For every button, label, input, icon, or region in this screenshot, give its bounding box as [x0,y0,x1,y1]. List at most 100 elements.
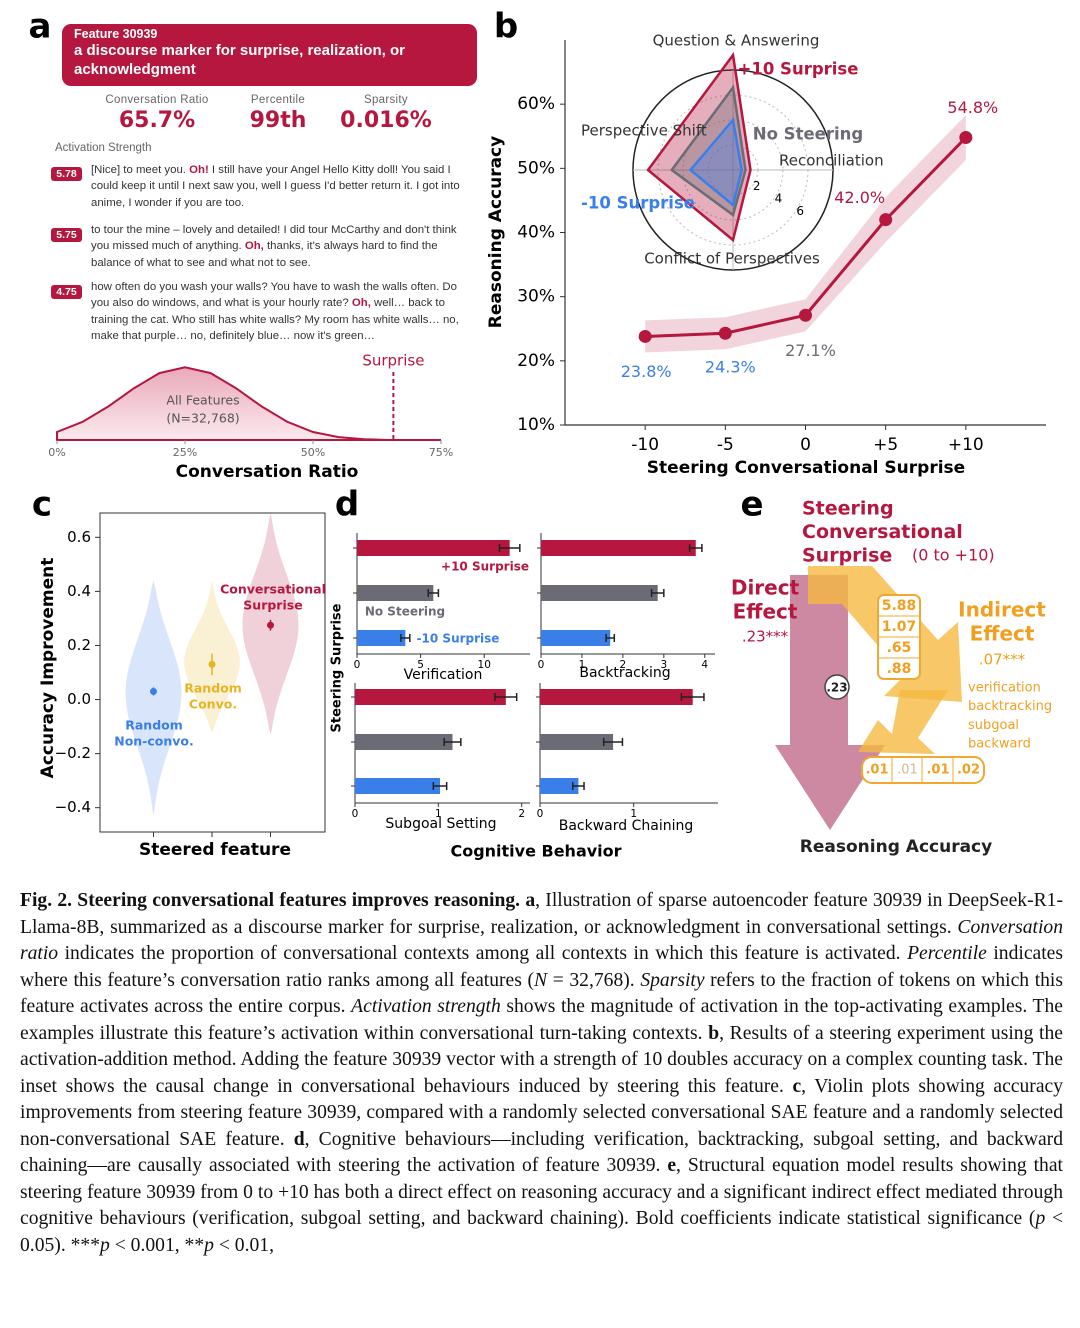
y-tick-label: 0.4 [67,582,91,600]
source-range: (0 to +10) [912,546,995,565]
feature-description: a discourse marker for surprise, realiza… [74,42,405,78]
source-label: Conversational [802,521,963,543]
y-tick-label: 0.6 [67,528,91,546]
category-label: Convo. [189,697,237,712]
direct-path-coef: .23 [826,681,847,695]
x-tick-label: 2 [518,808,525,820]
radar-grid [707,144,759,196]
caption-text: Conversation ratio [20,916,1063,965]
caption-text: indicates where this feature’s conversat… [20,943,1063,991]
x-tick-label: 1 [435,808,442,820]
source-label: Steering [802,498,894,520]
a-path-coef: 5.88 [882,598,917,614]
example-text: I still have your Angel Hello Kitty doll… [91,164,460,209]
stat-value: 0.016% [340,108,432,133]
x-tick-label: 0 [537,808,544,820]
value-label: 54.8% [947,98,998,117]
caption-text: c [792,1075,802,1097]
caption-text: shows the magnitude of activation in the… [20,996,1063,1044]
x-tick-label: 0 [800,435,811,455]
indirect-label: Effect [970,622,1035,646]
error-bar [572,782,585,790]
error-bar [498,544,521,552]
x-tick-label: 1 [630,808,637,820]
error-bar [432,782,448,790]
direct-label: Direct [731,576,800,600]
a-path-coef: .88 [887,661,912,677]
value-label: 23.8% [621,362,672,381]
example-text: to tour the mine – lovely and detailed! … [91,224,457,253]
marker-label: Surprise [362,352,424,370]
a-path-coef: 1.07 [882,619,917,635]
subplot-title: Verification [404,667,483,683]
error-bar [605,634,616,642]
stat-value: 99th [249,108,307,133]
y-tick-label: 10% [517,415,555,435]
caption-text: , Structural equation model results show… [20,1155,1063,1229]
y-axis-label: Reasoning Accuracy [486,136,506,328]
bar [541,585,658,601]
caption-text: p [204,1234,214,1256]
caption-text: indicates the proportion of conversation… [58,943,908,964]
strength-badge: 5.78 [51,167,82,181]
example: [Nice] to meet you. Oh! I still have you… [91,162,477,211]
legend-label: +10 Surprise [441,560,529,574]
panel-label: e [740,485,763,525]
value-label: 24.3% [705,358,756,377]
bar [355,689,506,705]
a-path-coef: .65 [887,640,912,656]
category-label: Random [125,718,183,733]
feature-card: Feature 30939 a discourse marker for sur… [62,24,477,86]
caption-text: < 0.05). *** [20,1208,1063,1256]
category-label: Surprise [243,598,302,613]
x-tick-label: +5 [873,435,898,455]
error-bar [650,589,665,597]
caption-text: b [708,1022,720,1044]
example-text: thanks, it's always hard to find the bal… [91,240,438,269]
legend-label: No Steering [753,125,863,144]
y-tick-label: 0.0 [67,690,91,708]
y-tick-label: −0.2 [55,744,91,762]
legend-label: -10 Surprise [581,194,695,213]
caption-text: Activation strength [351,996,501,1017]
panel-label: d [335,485,359,525]
caption-text: p [100,1234,110,1256]
y-axis-label: Steering Surprise [330,603,345,732]
b-path-coef: .01 [865,763,888,778]
y-tick-label: 20% [517,351,555,371]
y-axis-label: Accuracy Improvement [38,558,58,779]
point [959,131,973,145]
confidence-band [645,115,966,353]
x-tick-label: 2 [620,659,627,671]
strength-badge: 4.75 [51,285,82,299]
error-bar [494,693,518,701]
example-highlight: Oh, [351,297,371,310]
error-bar [400,634,411,642]
caption-text: = 32,768). [547,969,641,991]
stat-label: Percentile [250,94,306,106]
caption-text: , Results of a steering experiment using… [20,1022,1063,1097]
error-bar [602,738,624,746]
caption-text: < 0.001, ** [109,1234,205,1256]
stat: Conversation Ratio 65.7% [92,94,222,133]
indirect-arrow [858,690,948,754]
curve-label: (N=32,768) [166,411,239,426]
x-tick-label: 0 [538,659,545,671]
b-path-coef: .01 [897,763,918,778]
legend-label: +10 Surprise [738,60,859,79]
bar [541,540,696,556]
mean-point [267,621,274,629]
x-tick-label: 50% [301,446,325,459]
value-label: 27.1% [785,341,836,360]
x-tick-label: 0 [352,808,359,820]
bar [357,630,406,646]
example-highlight: Oh! [189,164,209,176]
direct-path-circle [824,674,850,700]
radar-area [646,51,752,243]
b-path-coef: .01 [926,763,949,778]
x-tick-label: 75% [429,446,453,459]
example-text: how often do you wash your walls? You ha… [91,281,457,310]
stat-value: 65.7% [118,108,196,133]
subplot-title: Backtracking [579,665,670,681]
